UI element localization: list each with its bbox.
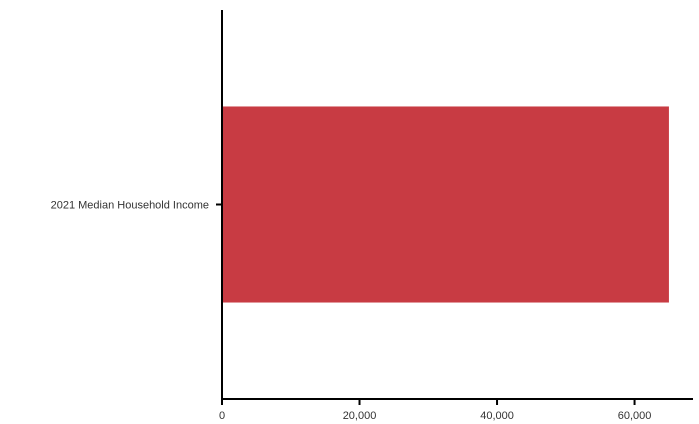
y-tick-label-0: 2021 Median Household Income <box>51 200 209 212</box>
x-tick-label-0: 0 <box>219 410 225 422</box>
x-tick-label-2: 40,000 <box>480 410 514 422</box>
x-axis-ticks: 0 20,000 40,000 60,000 <box>219 399 651 422</box>
bar-0 <box>222 106 669 303</box>
y-axis-ticks: 2021 Median Household Income <box>51 200 222 212</box>
bars-group <box>222 106 669 303</box>
x-tick-label-3: 60,000 <box>618 410 652 422</box>
x-tick-label-1: 20,000 <box>343 410 377 422</box>
